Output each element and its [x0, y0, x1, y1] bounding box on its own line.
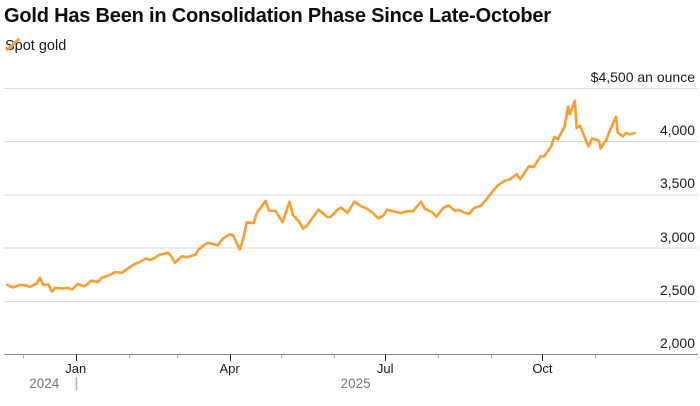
chart-title: Gold Has Been in Consolidation Phase Sin…	[4, 5, 551, 27]
legend: Spot gold	[5, 36, 66, 56]
legend-label: Spot gold	[5, 38, 67, 54]
x-axis-tick-label: Apr	[219, 361, 240, 376]
x-axis-tick-label: Oct	[532, 361, 553, 376]
year-label: 2025	[340, 376, 371, 391]
y-axis-label: 2,000	[659, 335, 695, 351]
x-axis-tick-label: Jan	[65, 361, 87, 376]
y-axis-label: 3,000	[659, 228, 695, 245]
y-axis-label: 4,000	[659, 122, 695, 139]
y-axis-unit-label: $4,500 an ounce	[590, 69, 695, 85]
y-axis-label: 2,500	[659, 281, 695, 298]
spot-gold-price-line	[6, 99, 637, 293]
x-axis-tick-label: Jul	[376, 361, 394, 376]
y-axis-label: 3,500	[659, 175, 695, 192]
spot-gold-line-marker-icon	[5, 37, 21, 52]
year-label: 2024	[29, 376, 60, 391]
